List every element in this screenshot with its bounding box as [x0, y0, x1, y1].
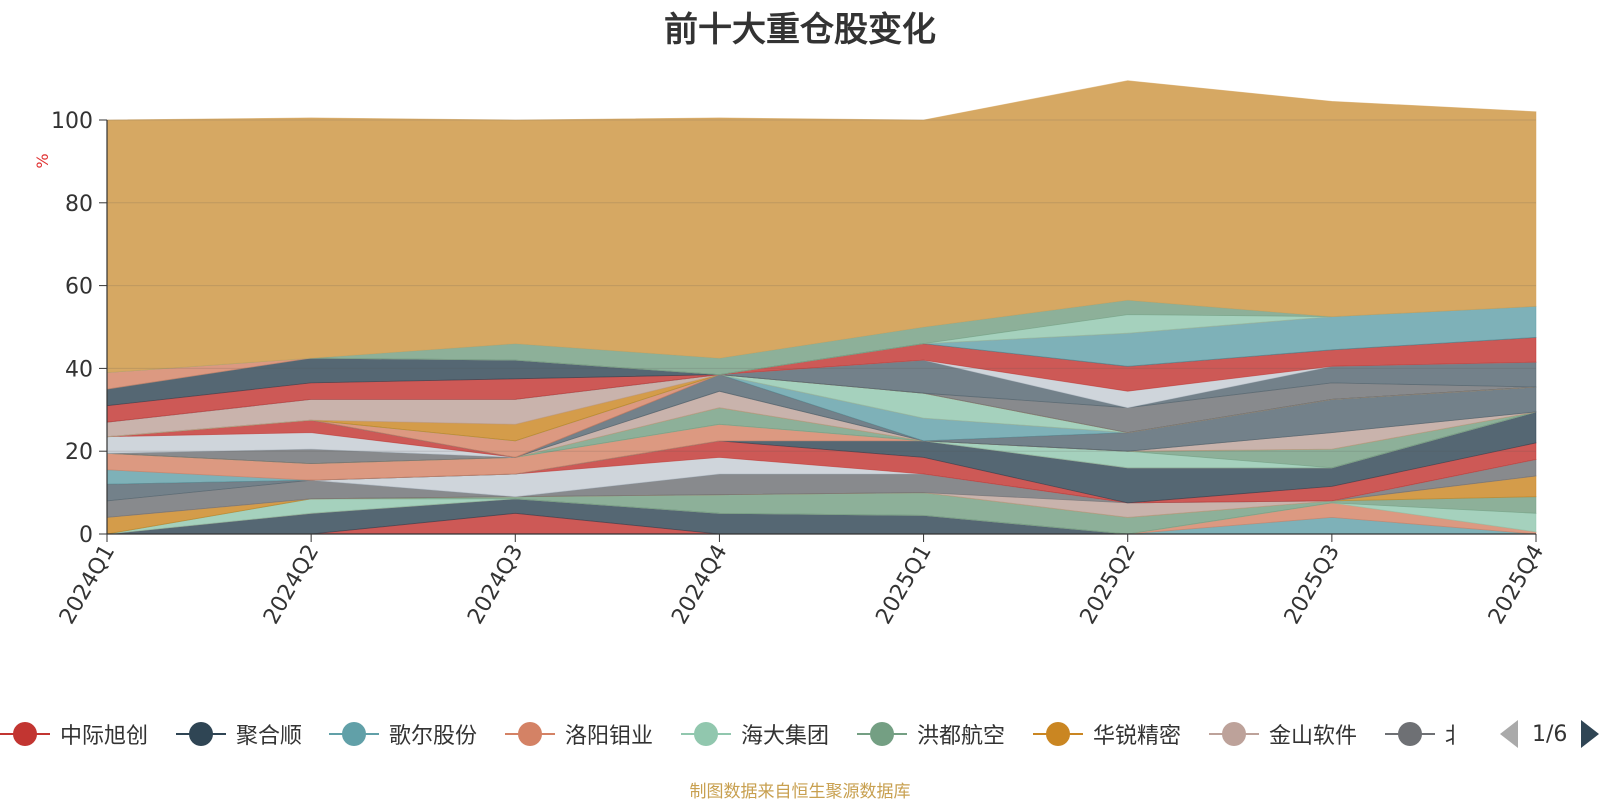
legend-item-1[interactable]: 聚合顺 [176, 714, 302, 754]
legend-marker-icon [1209, 722, 1259, 746]
legend-item-5[interactable]: 洪都航空 [857, 714, 1005, 754]
chart-title: 前十大重仓股变化 [664, 10, 936, 50]
y-tick-label-100: 100 [51, 109, 93, 134]
legend-item-3[interactable]: 洛阳钼业 [505, 714, 653, 754]
legend-marker-icon [1033, 722, 1083, 746]
legend-label: 华锐精密 [1093, 724, 1182, 749]
legend-marker-icon [176, 722, 226, 746]
x-tick-label-2024Q1: 2024Q1 [55, 541, 120, 629]
legend-next-arrow-icon[interactable] [1581, 720, 1600, 748]
x-tick-label-2025Q4: 2025Q4 [1484, 541, 1549, 629]
y-tick-label-80: 80 [65, 192, 93, 217]
legend: 中际旭创 聚合顺 歌尔股份 洛阳钼业 海大集团 洪都航空 华锐精密 金山软件 北方华创 [0, 714, 1455, 754]
x-tick-label-2025Q3: 2025Q3 [1280, 541, 1345, 629]
legend-marker-icon [857, 722, 907, 746]
legend-item-8[interactable]: 北方华创 [1385, 714, 1455, 754]
legend-marker-icon [329, 722, 379, 746]
legend-item-0[interactable]: 中际旭创 [0, 714, 148, 754]
x-tick-label-2024Q2: 2024Q2 [259, 541, 324, 629]
legend-marker-icon [0, 722, 50, 746]
x-tick-label-2025Q1: 2025Q1 [871, 541, 936, 629]
x-tick-label-2024Q4: 2024Q4 [667, 541, 732, 629]
legend-prev-arrow-icon[interactable] [1500, 720, 1518, 748]
legend-marker-icon [505, 722, 555, 746]
x-tick-label-2025Q2: 2025Q2 [1076, 541, 1141, 629]
legend-label: 中际旭创 [60, 724, 149, 749]
legend-label: 歌尔股份 [389, 724, 478, 749]
y-tick-label-40: 40 [65, 357, 93, 382]
legend-marker-icon [1385, 722, 1435, 746]
legend-label: 聚合顺 [236, 724, 303, 749]
x-tick-label-2024Q3: 2024Q3 [463, 541, 528, 629]
stacked-areas [106, 80, 1537, 535]
legend-item-4[interactable]: 海大集团 [681, 714, 829, 754]
y-axis-label: % [33, 153, 52, 168]
y-tick-label-60: 60 [65, 275, 93, 300]
legend-label: 金山软件 [1269, 724, 1358, 749]
legend-label: 洛阳钼业 [565, 724, 654, 749]
legend-page-indicator: 1/6 [1532, 721, 1568, 747]
legend-label: 北方华创 [1445, 718, 1455, 750]
legend-pager: 1/6 [1500, 716, 1600, 752]
y-tick-label-20: 20 [65, 440, 93, 465]
legend-item-6[interactable]: 华锐精密 [1033, 714, 1181, 754]
legend-item-2[interactable]: 歌尔股份 [329, 714, 477, 754]
y-tick-label-0: 0 [79, 523, 93, 548]
legend-marker-icon [681, 722, 731, 746]
legend-item-7[interactable]: 金山软件 [1209, 714, 1357, 754]
area-series-39[interactable] [106, 80, 1537, 373]
legend-label: 洪都航空 [917, 724, 1006, 749]
legend-label: 海大集团 [741, 724, 830, 749]
source-note: 制图数据来自恒生聚源数据库 [689, 782, 911, 802]
grid-lines [107, 119, 1536, 452]
